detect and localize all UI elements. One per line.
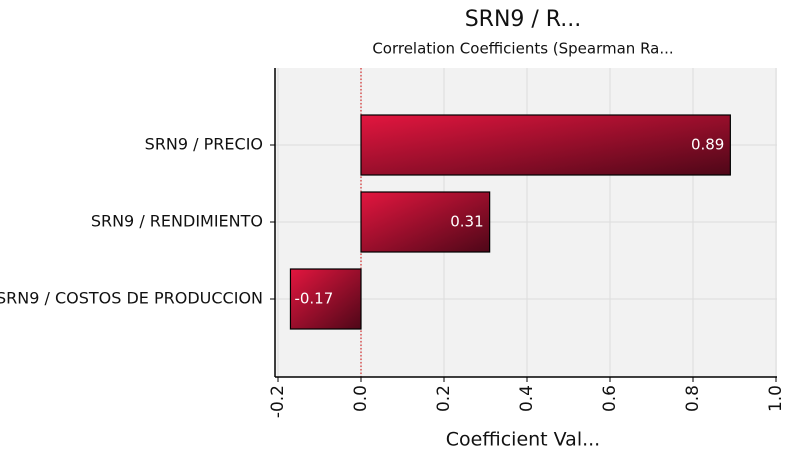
- x-tick-label: 0.4: [517, 385, 537, 412]
- value-label: 0.89: [691, 136, 724, 154]
- bar: [360, 114, 731, 176]
- x-tick-label: -0.2: [268, 385, 288, 418]
- bar: [289, 268, 362, 330]
- value-label: -0.17: [294, 290, 333, 308]
- x-tick-label: 0.2: [434, 385, 454, 412]
- x-tick-label: 0.8: [683, 385, 703, 412]
- chart-title: SRN9 / R...: [465, 7, 582, 32]
- x-tick-label: 1.0: [766, 385, 786, 412]
- x-tick-label: 0.6: [600, 385, 620, 412]
- x-tick-label: 0.0: [351, 385, 371, 412]
- y-tick-label: SRN9 / RENDIMIENTO: [91, 212, 263, 231]
- bar: [360, 191, 491, 253]
- value-label: 0.31: [450, 213, 483, 231]
- y-tick-label: SRN9 / PRECIO: [145, 135, 263, 154]
- chart-subtitle: Correlation Coefficients (Spearman Ra...: [372, 40, 673, 58]
- y-tick-label: SRN9 / COSTOS DE PRODUCCION: [0, 289, 263, 308]
- x-axis-label: Coefficient Val...: [446, 429, 600, 451]
